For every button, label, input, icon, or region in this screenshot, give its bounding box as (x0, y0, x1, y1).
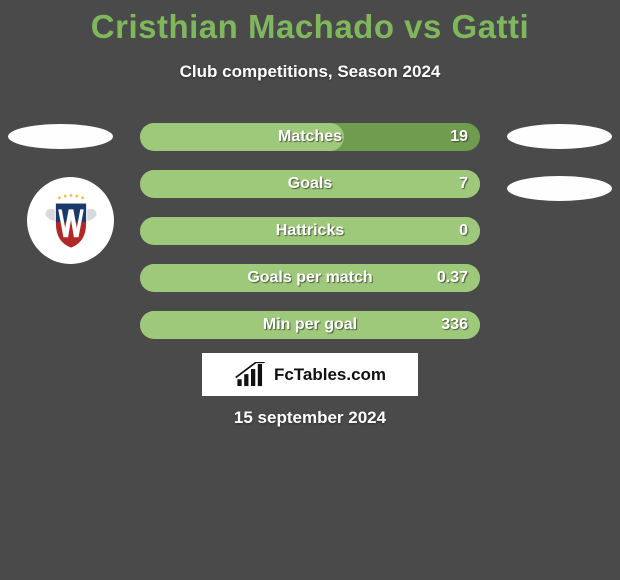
stats-bars: Matches 19 Goals 7 Hattricks 0 Goals per… (140, 123, 480, 358)
crest-icon (42, 192, 100, 250)
right-placeholder-ellipse-2 (507, 176, 612, 201)
stat-value: 19 (450, 128, 468, 146)
stat-label: Goals (288, 175, 332, 193)
crest-wing-right (87, 208, 96, 220)
right-placeholder-ellipse-1 (507, 124, 612, 149)
stat-bar-hattricks: Hattricks 0 (140, 217, 480, 245)
brand-label: FcTables.com (274, 365, 386, 385)
stat-value: 336 (441, 316, 468, 334)
stat-label: Min per goal (263, 316, 357, 334)
stat-bar-min-per-goal: Min per goal 336 (140, 311, 480, 339)
crest-wing-left (45, 208, 54, 220)
stat-label: Goals per match (247, 269, 372, 287)
date-label: 15 september 2024 (0, 408, 620, 428)
subtitle: Club competitions, Season 2024 (0, 62, 620, 82)
crest-stars (57, 194, 83, 199)
stat-label: Hattricks (276, 222, 344, 240)
page-title: Cristhian Machado vs Gatti (0, 0, 620, 46)
stat-value: 0 (459, 222, 468, 240)
left-placeholder-ellipse (8, 124, 113, 149)
team-crest (27, 177, 114, 264)
stat-bar-goals-per-match: Goals per match 0.37 (140, 264, 480, 292)
stat-value: 0.37 (437, 269, 468, 287)
stat-bar-matches: Matches 19 (140, 123, 480, 151)
stat-label: Matches (278, 128, 342, 146)
stat-value: 7 (459, 175, 468, 193)
stat-bar-goals: Goals 7 (140, 170, 480, 198)
brand-box[interactable]: FcTables.com (202, 353, 418, 396)
brand-chart-icon (234, 362, 268, 388)
